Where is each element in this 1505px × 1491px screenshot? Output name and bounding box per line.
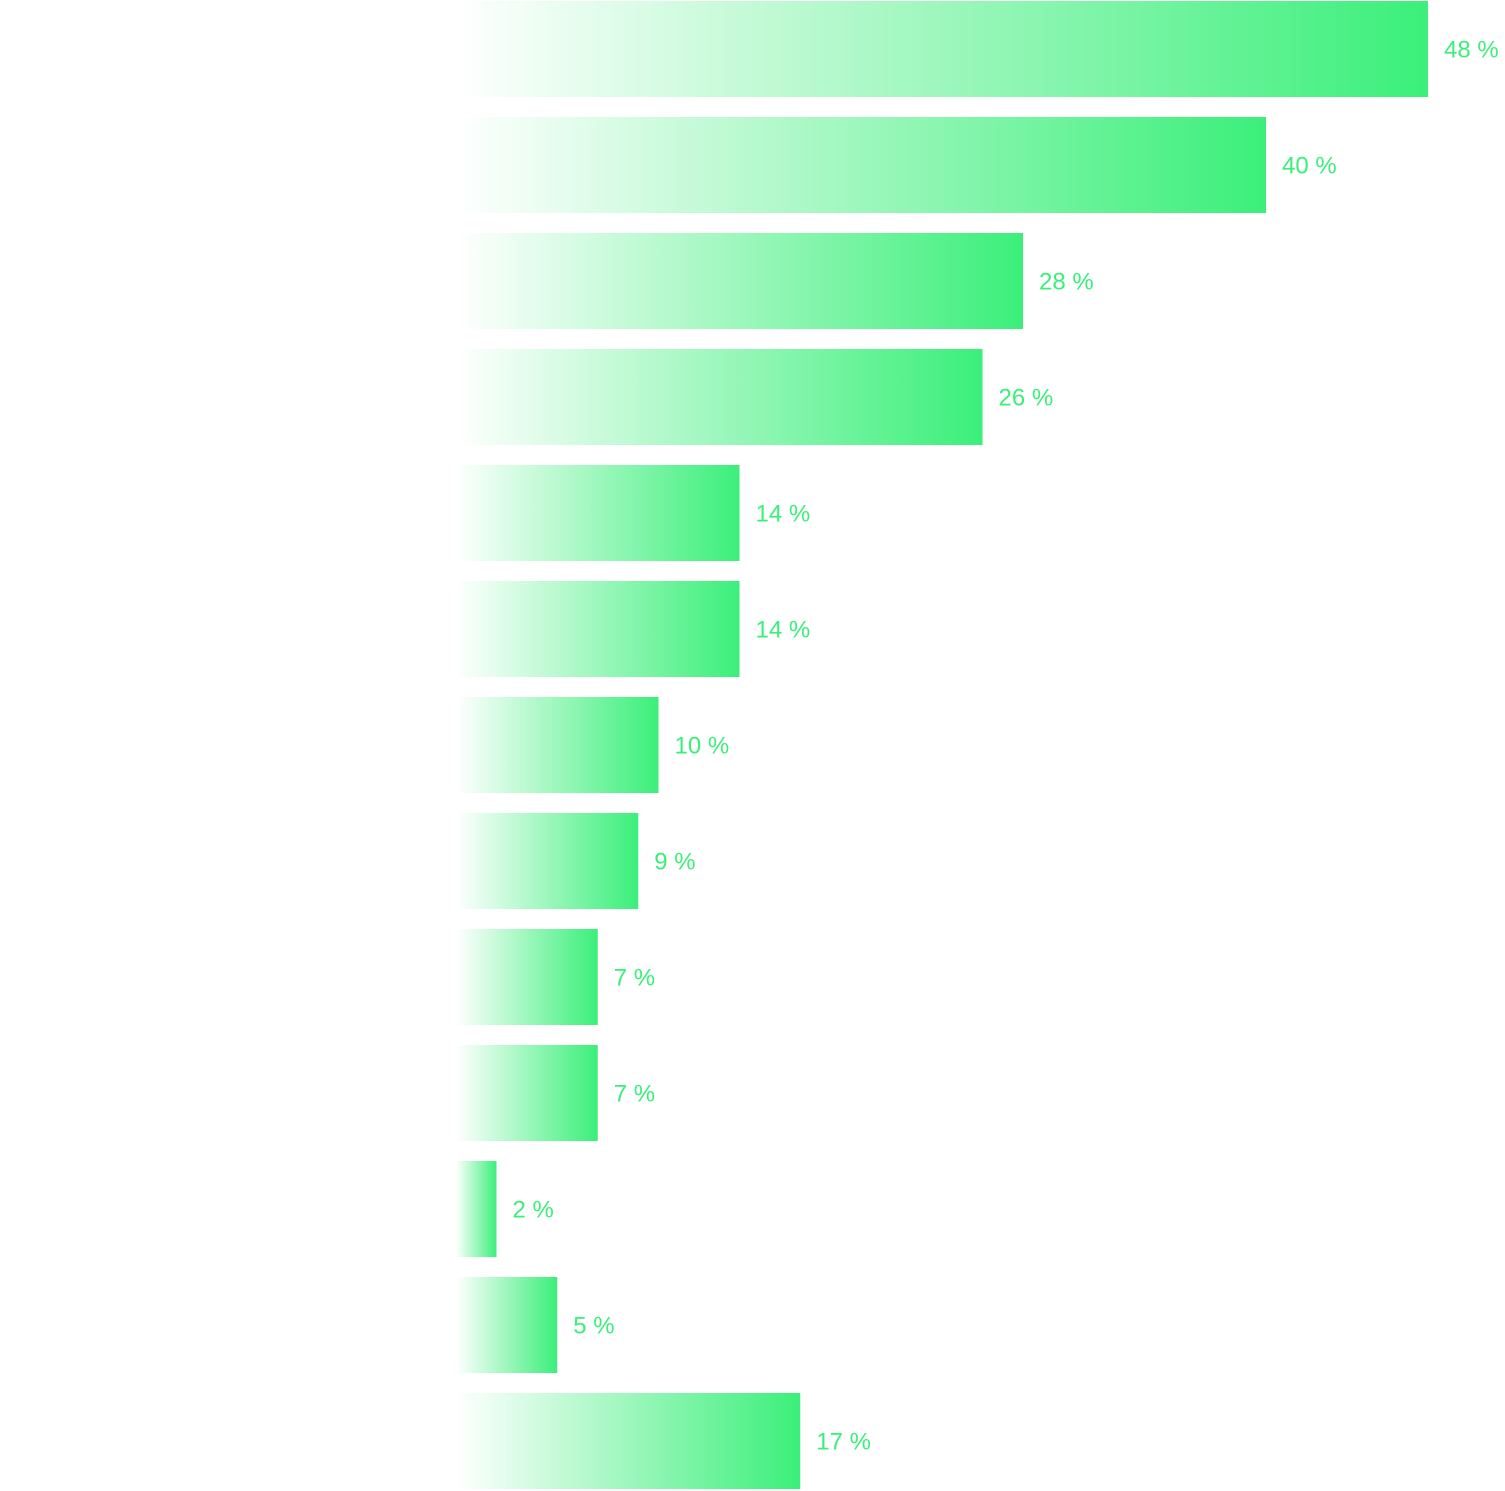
bar <box>456 1045 598 1141</box>
bar <box>456 117 1266 213</box>
value-label: 10 % <box>675 732 730 759</box>
value-label: 9 % <box>654 848 695 875</box>
bar <box>456 813 639 909</box>
value-label: 7 % <box>614 964 655 991</box>
value-label: 5 % <box>573 1312 614 1339</box>
value-label: 40 % <box>1282 152 1337 179</box>
bar <box>456 697 659 793</box>
value-label: 28 % <box>1039 268 1094 295</box>
value-label: 48 % <box>1444 36 1499 63</box>
bar <box>456 465 740 561</box>
value-label: 14 % <box>756 500 811 527</box>
bar <box>456 349 983 445</box>
bar <box>456 1277 558 1373</box>
bar <box>456 581 740 677</box>
bar <box>456 929 598 1025</box>
value-label: 2 % <box>513 1196 554 1223</box>
value-label: 7 % <box>614 1080 655 1107</box>
bar <box>456 233 1023 329</box>
value-label: 17 % <box>816 1428 871 1455</box>
bar <box>456 1161 497 1257</box>
bar <box>456 1 1428 97</box>
bar <box>456 1393 801 1489</box>
value-label: 26 % <box>999 384 1054 411</box>
value-label: 14 % <box>756 616 811 643</box>
